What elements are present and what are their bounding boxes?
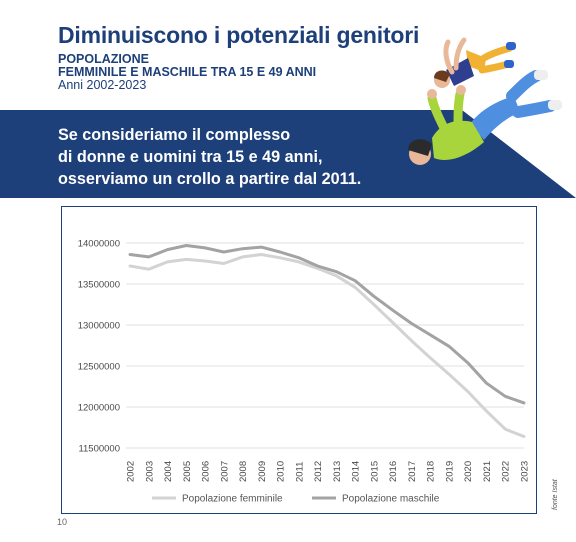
x-tick-label: 2005	[182, 461, 193, 482]
page-number: 10	[57, 517, 68, 527]
x-tick-label: 2017	[407, 461, 418, 482]
banner-line-1: Se consideriamo il complesso	[58, 126, 291, 144]
x-tick-label: 2006	[201, 461, 212, 482]
legend-label: Popolazione femminile	[182, 494, 283, 505]
x-tick-label: 2022	[501, 461, 512, 482]
x-tick-label: 2007	[219, 461, 230, 482]
grid-layer	[126, 242, 524, 449]
banner-line-3: osserviamo un crollo a partire dal 2011.	[58, 170, 362, 188]
x-tick-label: 2023	[520, 461, 531, 482]
y-tick-label: 11500000	[78, 444, 120, 455]
x-tick-label: 2020	[463, 461, 474, 482]
legend: Popolazione femminile Popolazione maschil…	[152, 494, 440, 505]
subtitle-years: Anni 2002-2023	[58, 78, 147, 92]
subtitle-line-1: POPOLAZIONE	[58, 52, 149, 66]
y-axis-ticks: 11500000 12000000 12500000 13000000 13500000…	[78, 239, 120, 455]
x-tick-label: 2012	[313, 461, 324, 482]
legend-label: Popolazione maschile	[342, 494, 440, 505]
x-tick-label: 2002	[126, 461, 137, 482]
y-tick-label: 14000000	[78, 239, 120, 250]
x-tick-label: 2004	[163, 461, 174, 482]
x-tick-label: 2013	[332, 461, 343, 482]
series-line-female	[128, 253, 526, 438]
x-tick-label: 2003	[144, 461, 155, 482]
line-chart: 11500000 12000000 12500000 13000000 13500000…	[78, 239, 531, 505]
y-tick-label: 13500000	[78, 280, 120, 291]
series-line-male	[128, 244, 526, 405]
banner-text: Se consideriamo il complesso di donne e …	[58, 124, 438, 190]
x-tick-label: 2021	[482, 461, 493, 482]
falling-people-illustration	[408, 37, 562, 165]
series-layer	[128, 244, 526, 438]
x-tick-label: 2016	[388, 461, 399, 482]
banner-line-2: di donne e uomini tra 15 e 49 anni,	[58, 148, 323, 166]
x-tick-label: 2019	[444, 461, 455, 482]
x-tick-label: 2010	[276, 461, 287, 482]
page-title: Diminuiscono i potenziali genitori	[58, 22, 420, 48]
x-tick-label: 2009	[257, 461, 268, 482]
y-tick-label: 12000000	[78, 403, 120, 414]
x-tick-label: 2014	[351, 461, 362, 482]
x-tick-label: 2018	[426, 461, 437, 482]
x-tick-label: 2011	[294, 462, 305, 482]
subtitle-line-2: FEMMINILE E MASCHILE TRA 15 E 49 ANNI	[58, 65, 317, 79]
banner-background	[0, 110, 576, 198]
large-falling-figure	[408, 70, 562, 165]
x-tick-label: 2015	[369, 461, 380, 482]
small-falling-figure	[434, 37, 516, 88]
y-tick-label: 13000000	[78, 321, 120, 332]
x-axis-ticks: 2002 2003 2004 2005 2006 2007 2008 2009 2010 2011…	[126, 461, 531, 482]
y-tick-label: 12500000	[78, 362, 120, 373]
source-note: fonte Istat	[552, 479, 559, 510]
x-tick-label: 2008	[238, 461, 249, 482]
chart-frame: 11500000 12000000 12500000 13000000 13500000…	[61, 206, 537, 514]
